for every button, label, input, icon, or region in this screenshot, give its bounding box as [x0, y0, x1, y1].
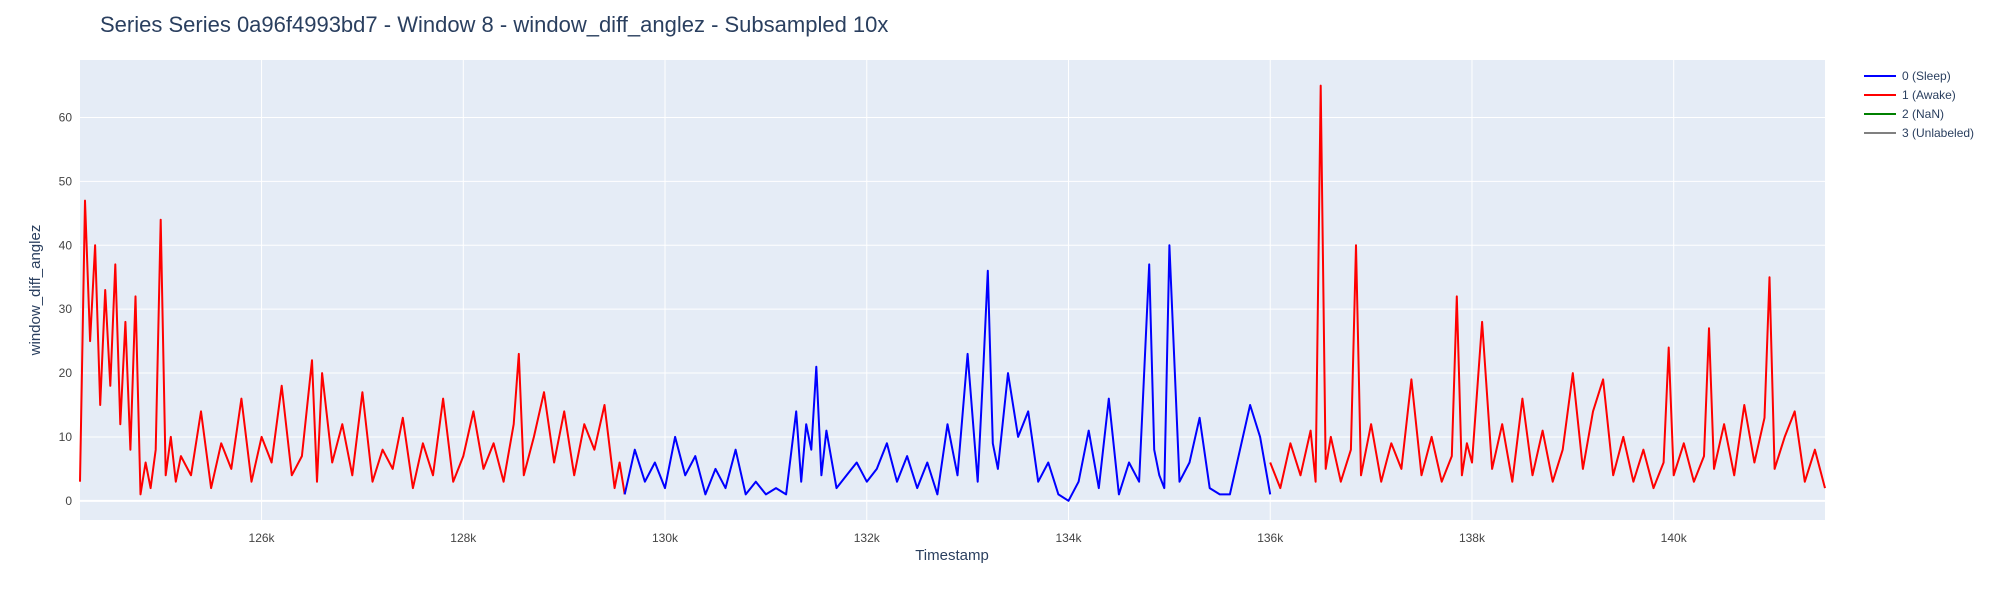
- x-tick-label: 128k: [450, 531, 477, 545]
- x-tick-label: 138k: [1459, 531, 1486, 545]
- x-tick-label: 140k: [1661, 531, 1688, 545]
- legend-label-unlabeled: 3 (Unlabeled): [1902, 125, 1975, 140]
- legend-label-sleep: 0 (Sleep): [1902, 68, 1951, 83]
- x-tick-label: 126k: [249, 531, 276, 545]
- y-tick-label: 50: [59, 174, 73, 188]
- y-tick-label: 0: [65, 494, 72, 508]
- y-tick-label: 40: [59, 238, 73, 252]
- legend-item-sleep[interactable]: 0 (Sleep): [1864, 66, 1974, 85]
- legend-item-awake[interactable]: 1 (Awake): [1864, 85, 1974, 104]
- series-line-1-awake: [79, 199, 626, 496]
- x-tick-label: 130k: [652, 531, 679, 545]
- legend-swatch-sleep: [1864, 74, 1896, 77]
- legend: 0 (Sleep) 1 (Awake) 2 (NaN) 3 (Unlabeled…: [1864, 66, 1974, 142]
- series-line-0-sleep: [623, 244, 1272, 502]
- legend-item-unlabeled[interactable]: 3 (Unlabeled): [1864, 123, 1974, 142]
- legend-label-awake: 1 (Awake): [1902, 87, 1956, 102]
- y-tick-label: 60: [59, 111, 73, 125]
- legend-swatch-awake: [1864, 93, 1896, 96]
- legend-swatch-nan: [1864, 112, 1896, 115]
- legend-item-nan[interactable]: 2 (NaN): [1864, 104, 1974, 123]
- x-tick-label: 134k: [1055, 531, 1082, 545]
- x-axis-title: Timestamp: [915, 547, 989, 564]
- y-tick-label: 30: [59, 302, 73, 316]
- plot-area: [80, 60, 1825, 520]
- y-axis-title: window_diff_anglez: [27, 225, 44, 357]
- series-line-1-awake: [1269, 84, 1826, 490]
- x-tick-label: 132k: [854, 531, 881, 545]
- y-tick-label: 20: [59, 366, 73, 380]
- y-tick-label: 10: [59, 430, 73, 444]
- legend-label-nan: 2 (NaN): [1902, 106, 1945, 121]
- x-tick-label: 136k: [1257, 531, 1284, 545]
- legend-swatch-unlabeled: [1864, 131, 1896, 134]
- tick-labels: 126k 128k 130k 132k 134k 136k 138k 140k 0 10 20 30 4…: [59, 111, 1688, 546]
- chart-title: Series Series 0a96f4993bd7 - Window 8 - …: [100, 12, 889, 37]
- grid-lines: [80, 60, 1825, 520]
- series-lines: [79, 84, 1826, 502]
